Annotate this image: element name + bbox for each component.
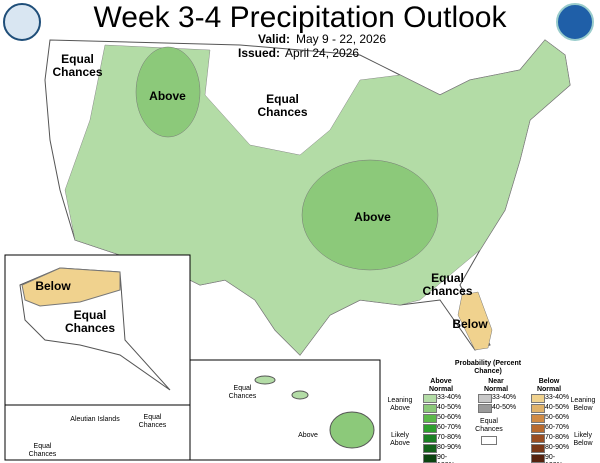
legend: Probability (Percent Chance) Above Norma… [383,360,598,463]
hawaii-label: Equal Chances [228,385,257,400]
legend-swatch [531,424,545,433]
alaska-label: Aleutian Islands [70,416,120,423]
hawaii-island [254,375,276,385]
map-label: Equal Chances [257,92,308,119]
above-40-50 [301,159,439,271]
map-label: Equal Chances [52,52,103,79]
legend-range: 50-60% [437,414,462,421]
legend-side: Likely Above [390,432,410,447]
legend-swatch [531,404,545,413]
legend-side: Leaning Below [570,397,596,412]
alaska-label: Equal Chances [64,308,116,335]
alaska-label: Equal Chances [138,414,167,429]
agency-logo [3,3,41,41]
legend-swatch [423,444,437,453]
legend-range: 80-90% [545,444,570,451]
alaska-label: Below [35,279,71,293]
legend-range: 90-100% [545,454,563,463]
hawaii-island [329,411,375,449]
legend-swatch [531,454,545,463]
legend-swatch [423,404,437,413]
legend-range: 60-70% [437,424,462,431]
legend-side: Leaning Above [387,397,413,412]
legend-swatch [481,436,497,445]
legend-swatch [531,434,545,443]
noaa-logo [556,3,594,41]
legend-range: 40-50% [545,404,570,411]
above-40-50 [135,46,201,138]
aleutian-inset [4,404,191,461]
alaska-label: Equal Chances [28,443,57,458]
legend-swatch [478,394,492,403]
legend-swatch [423,424,437,433]
title: Week 3-4 Precipitation Outlook [93,1,507,34]
legend-range: 33-40% [492,394,517,401]
hawaii-island [291,390,309,400]
valid-label: Valid: [257,32,290,46]
legend-side: Likely Below [573,432,593,447]
hawaii-label: Above [298,432,318,439]
map-label: Above [354,210,391,224]
below-33-40 [457,291,493,351]
legend-swatch [478,404,492,413]
legend-swatch [423,454,437,463]
alaska-below [21,267,121,307]
legend-range: 50-60% [545,414,570,421]
valid-dates: May 9 - 22, 2026 [296,32,387,46]
legend-range: 70-80% [437,434,462,441]
legend-swatch [531,444,545,453]
legend-range: 60-70% [545,424,570,431]
legend-equal: Equal Chances [475,418,503,433]
legend-swatch [423,434,437,443]
legend-swatch [423,414,437,423]
legend-heading: Near Normal [483,378,509,393]
legend-range: 40-50% [492,404,517,411]
issued-label: Issued: [237,46,280,60]
legend-range: 70-80% [545,434,570,441]
legend-heading: Above Normal [428,378,454,393]
map-label: Above [149,89,186,103]
legend-range: 40-50% [437,404,462,411]
legend-title: Probability (Percent Chance) [454,360,522,375]
map-label: Equal Chances [422,271,473,298]
legend-range: 80-90% [437,444,462,451]
map-label: Below [452,317,488,331]
legend-range: 90-100% [437,454,455,463]
legend-swatch [531,414,545,423]
legend-swatch [531,394,545,403]
legend-swatch [423,394,437,403]
legend-heading: Below Normal [536,378,562,393]
legend-range: 33-40% [545,394,570,401]
issued-date: April 24, 2026 [285,46,360,60]
legend-range: 33-40% [437,394,462,401]
